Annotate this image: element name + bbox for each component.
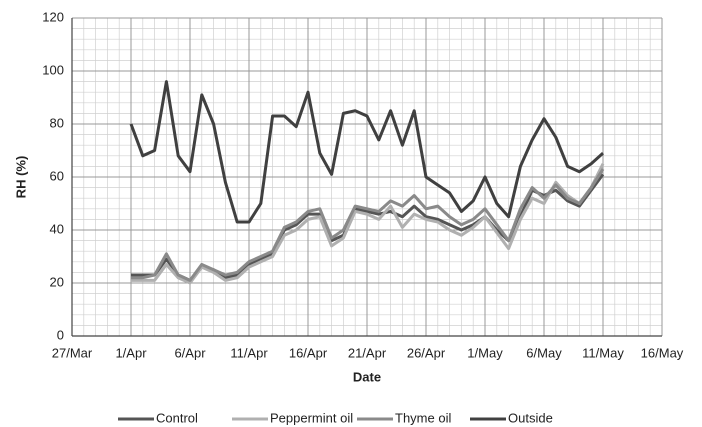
x-tick-label: 26/Apr	[407, 345, 446, 360]
x-tick-label: 1/May	[467, 345, 503, 360]
x-tick-label: 6/May	[526, 345, 562, 360]
x-tick-label: 1/Apr	[115, 345, 147, 360]
x-tick-label: 11/Apr	[230, 345, 268, 360]
x-tick-label: 27/Mar	[52, 345, 93, 360]
y-tick-label: 0	[57, 327, 64, 342]
y-tick-label: 100	[42, 62, 64, 77]
series-line	[131, 168, 605, 282]
legend-label: Peppermint oil	[270, 410, 353, 425]
y-tick-label: 80	[50, 115, 64, 130]
y-tick-label: 120	[42, 9, 64, 24]
series-line	[129, 80, 605, 224]
series-line	[131, 163, 605, 285]
x-tick-label: 6/Apr	[174, 345, 206, 360]
x-tick-label: 21/Apr	[348, 345, 387, 360]
y-tick-label: 60	[50, 168, 64, 183]
x-tick-label: 11/May	[582, 345, 624, 360]
y-tick-label: 40	[50, 221, 64, 236]
x-tick-label: 16/Apr	[289, 345, 328, 360]
legend-label: Control	[156, 410, 198, 425]
legend-label: Thyme oil	[395, 410, 451, 425]
y-axis-label: RH (%)	[13, 156, 28, 199]
legend-label: Outside	[508, 410, 553, 425]
y-tick-label: 20	[50, 274, 64, 289]
x-axis-label: Date	[353, 369, 381, 384]
x-tick-label: 16/May	[641, 345, 684, 360]
